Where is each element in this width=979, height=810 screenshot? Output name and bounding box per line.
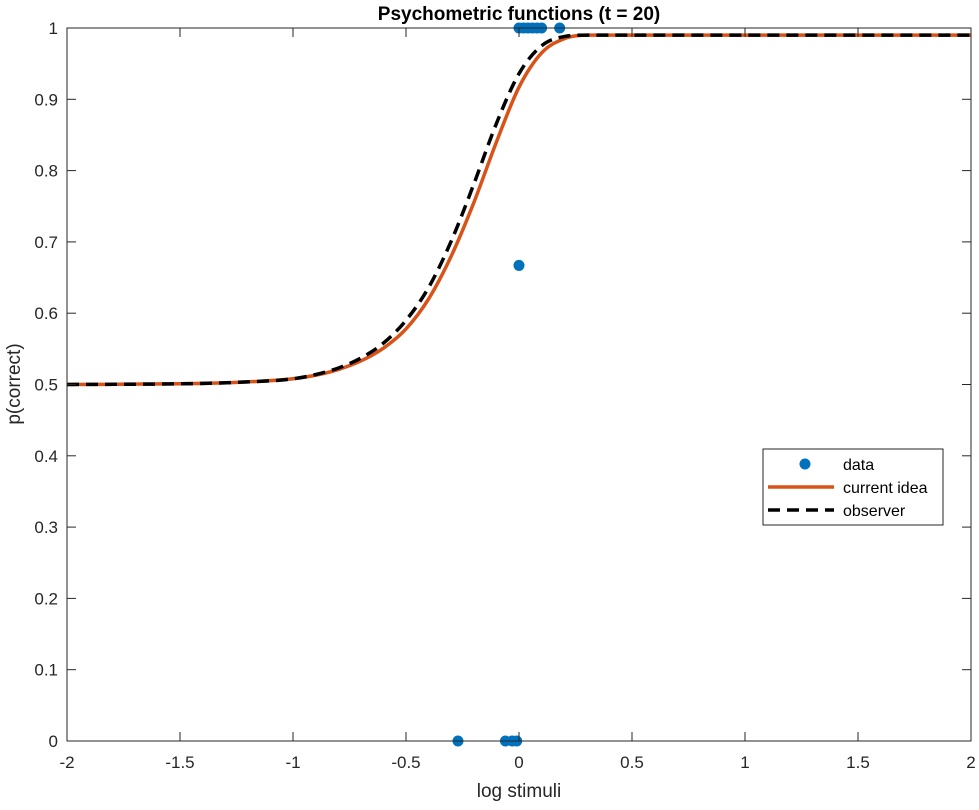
- y-axis-ticks: 0 0.1 0.2 0.3 0.4 0.5 0.6 0.7 0.8 0.9 1: [34, 19, 971, 751]
- y-tick-label: 1: [49, 19, 58, 38]
- chart-title: Psychometric functions (t = 20): [378, 4, 660, 25]
- curves-layer: [66, 33, 971, 387]
- y-tick-label: 0.2: [34, 589, 58, 608]
- legend-current-idea-label: current idea: [843, 480, 928, 497]
- y-tick-label: 0.7: [34, 233, 58, 252]
- x-tick-label: -0.5: [391, 753, 420, 772]
- x-tick-label: 0: [514, 753, 523, 772]
- x-tick-label: 1.5: [846, 753, 870, 772]
- y-tick-label: 0.5: [34, 376, 58, 395]
- x-tick-label: -1.5: [165, 753, 194, 772]
- x-axis-ticks: -2 -1.5 -1 -0.5 0 0.5 1 1.5 2: [59, 28, 976, 772]
- legend: data current idea observer: [762, 448, 944, 526]
- x-tick-label: 0.5: [620, 753, 644, 772]
- y-tick-label: 0.9: [34, 90, 58, 109]
- series-observer-line: [66, 33, 971, 387]
- data-point: [513, 259, 525, 271]
- x-tick-label: -2: [59, 753, 74, 772]
- x-axis-label: log stimuli: [477, 781, 561, 802]
- y-tick-label: 0.3: [34, 518, 58, 537]
- y-tick-label: 0.1: [34, 661, 58, 680]
- x-tick-label: -1: [285, 753, 300, 772]
- legend-observer-label: observer: [843, 503, 906, 520]
- y-tick-label: 0.8: [34, 162, 58, 181]
- y-tick-label: 0.6: [34, 304, 58, 323]
- y-axis-label: p(correct): [4, 343, 25, 424]
- x-tick-label: 1: [740, 753, 749, 772]
- y-tick-label: 0: [49, 732, 58, 751]
- legend-data-label: data: [843, 457, 874, 474]
- legend-data-marker: [799, 458, 811, 470]
- y-tick-label: 0.4: [34, 447, 58, 466]
- x-tick-label: 2: [966, 753, 975, 772]
